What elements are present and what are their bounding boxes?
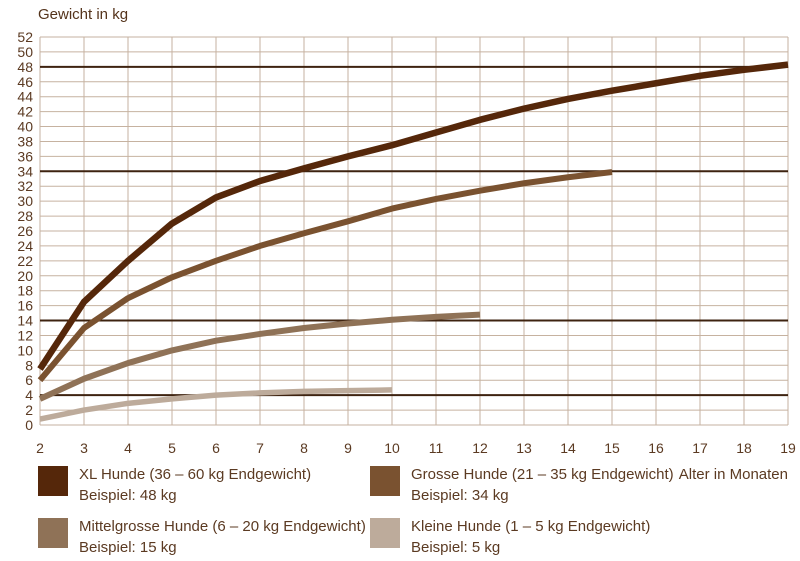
y-tick-label: 30	[17, 193, 33, 209]
legend-item-grosse-hunde: Grosse Hunde (21 – 35 kg Endgewicht) Bei…	[370, 464, 690, 506]
growth-curve	[37, 169, 613, 383]
x-tick-label: 17	[692, 440, 708, 456]
x-tick-label: 9	[344, 440, 352, 456]
x-tick-label: 19	[780, 440, 796, 456]
y-tick-label: 10	[17, 342, 33, 358]
growth-curve	[39, 387, 393, 422]
x-tick-label: 10	[384, 440, 400, 456]
x-tick-label: 3	[80, 440, 88, 456]
legend-swatch-mittelgrosse-hunde	[38, 518, 68, 548]
legend-example: Beispiel: 15 kg	[79, 539, 177, 556]
x-tick-label: 5	[168, 440, 176, 456]
legend-item-kleine-hunde: Kleine Hunde (1 – 5 kg Endgewicht) Beisp…	[370, 516, 690, 558]
legend-item-xl-hunde: XL Hunde (36 – 60 kg Endgewicht) Beispie…	[38, 464, 368, 506]
legend-label: Mittelgrosse Hunde (6 – 20 kg Endgewicht…	[79, 518, 366, 535]
growth-curve	[37, 61, 789, 371]
growth-curve	[38, 311, 481, 402]
x-tick-label: 4	[124, 440, 132, 456]
x-tick-label: 18	[736, 440, 752, 456]
y-tick-label: 18	[17, 283, 33, 299]
x-tick-label: 15	[604, 440, 620, 456]
y-tick-label: 28	[17, 208, 33, 224]
y-tick-label: 2	[25, 402, 33, 418]
legend-example: Beispiel: 5 kg	[411, 539, 501, 556]
y-tick-label: 40	[17, 119, 33, 135]
y-tick-label: 52	[17, 29, 33, 45]
y-tick-label: 32	[17, 178, 33, 194]
y-tick-label: 26	[17, 223, 33, 239]
legend-label: XL Hunde (36 – 60 kg Endgewicht)	[79, 466, 312, 483]
legend-label: Kleine Hunde (1 – 5 kg Endgewicht)	[411, 518, 651, 535]
x-tick-label: 6	[212, 440, 220, 456]
y-tick-label: 14	[17, 313, 33, 329]
x-axis-title: Alter in Monaten	[678, 466, 788, 483]
x-tick-label: 16	[648, 440, 664, 456]
y-tick-label: 24	[17, 238, 33, 254]
y-tick-label: 6	[25, 372, 33, 388]
x-tick-label: 2	[36, 440, 44, 456]
y-axis-title: Gewicht in kg	[38, 6, 129, 23]
x-axis-tick-labels: 2 3 4 5 6 7 8 9 10 11 12 13 14 15 16 17 18 19	[36, 440, 796, 456]
y-tick-label: 48	[17, 59, 33, 75]
y-tick-label: 16	[17, 298, 33, 314]
y-tick-label: 50	[17, 44, 33, 60]
y-tick-label: 0	[25, 417, 33, 433]
legend-swatch-kleine-hunde	[370, 518, 400, 548]
y-axis-tick-labels: 0246810121416182022242628303234363840424…	[17, 29, 33, 433]
legend-example: Beispiel: 34 kg	[411, 487, 509, 504]
x-tick-label: 14	[560, 440, 576, 456]
y-tick-label: 4	[25, 387, 33, 403]
y-tick-label: 12	[17, 327, 33, 343]
x-tick-label: 12	[472, 440, 488, 456]
grid-lines	[39, 36, 789, 426]
y-tick-label: 38	[17, 133, 33, 149]
x-tick-label: 7	[256, 440, 264, 456]
legend-example: Beispiel: 48 kg	[79, 487, 177, 504]
legend-swatch-xl-hunde	[38, 466, 68, 496]
x-tick-label: 8	[300, 440, 308, 456]
y-tick-label: 44	[17, 89, 33, 105]
y-tick-label: 22	[17, 253, 33, 269]
y-tick-label: 46	[17, 74, 33, 90]
y-tick-label: 34	[17, 163, 33, 179]
y-tick-label: 42	[17, 104, 33, 120]
legend-swatch-grosse-hunde	[370, 466, 400, 496]
x-tick-label: 13	[516, 440, 532, 456]
y-tick-label: 8	[25, 357, 33, 373]
growth-chart: 0246810121416182022242628303234363840424…	[17, 29, 796, 456]
growth-curves	[37, 61, 789, 422]
y-tick-label: 20	[17, 268, 33, 284]
y-tick-label: 36	[17, 148, 33, 164]
legend-item-mittelgrosse-hunde: Mittelgrosse Hunde (6 – 20 kg Endgewicht…	[38, 516, 368, 558]
x-tick-label: 11	[429, 440, 444, 456]
legend-label: Grosse Hunde (21 – 35 kg Endgewicht)	[411, 466, 674, 483]
